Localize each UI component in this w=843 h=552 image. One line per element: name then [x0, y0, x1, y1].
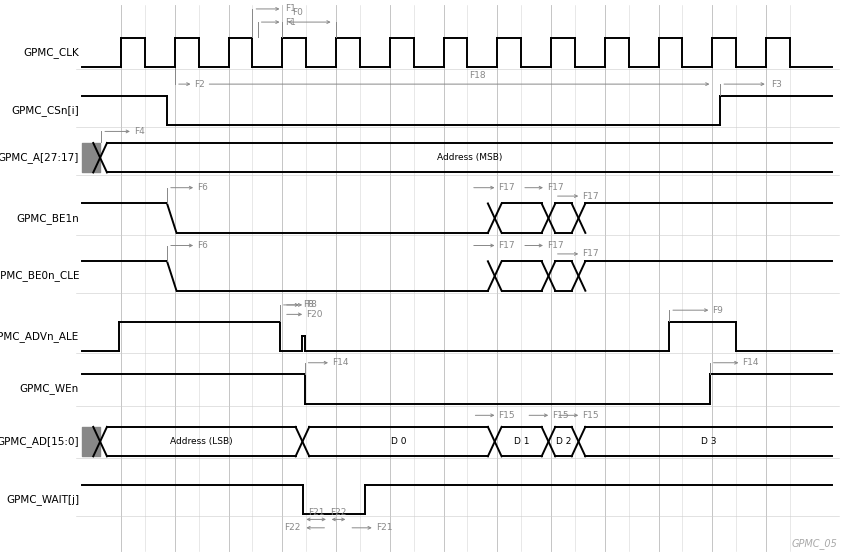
Text: Address (LSB): Address (LSB) — [170, 437, 233, 446]
Text: F6: F6 — [197, 241, 208, 250]
Text: GPMC_WAIT[j]: GPMC_WAIT[j] — [6, 494, 79, 505]
Text: BPMC_BE0n_CLE: BPMC_BE0n_CLE — [0, 270, 79, 282]
Text: F8: F8 — [303, 300, 314, 310]
Text: F17: F17 — [498, 183, 515, 192]
Text: F17: F17 — [498, 241, 515, 250]
Text: F21: F21 — [376, 523, 392, 532]
Text: F17: F17 — [583, 250, 599, 258]
Text: F14: F14 — [743, 358, 759, 367]
Text: F17: F17 — [583, 192, 599, 200]
Text: F8: F8 — [306, 300, 317, 310]
Text: D 2: D 2 — [556, 437, 572, 446]
Text: GPMC_BE1n: GPMC_BE1n — [16, 213, 79, 224]
Text: D 3: D 3 — [701, 437, 717, 446]
Text: GPMC_CLK: GPMC_CLK — [24, 47, 79, 58]
Text: F1: F1 — [286, 18, 297, 26]
Text: F22: F22 — [284, 523, 300, 532]
Text: F3: F3 — [771, 79, 781, 89]
Text: F15: F15 — [552, 411, 569, 420]
Text: F0: F0 — [292, 8, 303, 17]
Text: GPMC_WEn: GPMC_WEn — [19, 384, 79, 395]
Text: F18: F18 — [470, 71, 486, 80]
Text: GPMC_05: GPMC_05 — [792, 538, 838, 549]
Text: Address (MSB): Address (MSB) — [437, 153, 502, 162]
Text: GPMC_CSn[i]: GPMC_CSn[i] — [11, 105, 79, 116]
Text: GPMC_A[27:17]: GPMC_A[27:17] — [0, 152, 79, 163]
Text: GPMC_ADVn_ALE: GPMC_ADVn_ALE — [0, 331, 79, 342]
Text: F6: F6 — [197, 183, 208, 192]
Text: F2: F2 — [195, 79, 205, 89]
Text: GPMC_AD[15:0]: GPMC_AD[15:0] — [0, 436, 79, 447]
Text: F17: F17 — [547, 241, 563, 250]
Text: F15: F15 — [583, 411, 599, 420]
Text: F9: F9 — [712, 306, 723, 315]
Text: F21: F21 — [308, 508, 325, 517]
Text: F17: F17 — [547, 183, 563, 192]
Text: F15: F15 — [498, 411, 515, 420]
Text: D 1: D 1 — [514, 437, 529, 446]
Text: F1: F1 — [286, 4, 297, 13]
Text: F20: F20 — [306, 310, 323, 319]
Text: F4: F4 — [134, 127, 145, 136]
Text: D 0: D 0 — [391, 437, 406, 446]
Text: F22: F22 — [330, 508, 346, 517]
Text: F14: F14 — [332, 358, 348, 367]
